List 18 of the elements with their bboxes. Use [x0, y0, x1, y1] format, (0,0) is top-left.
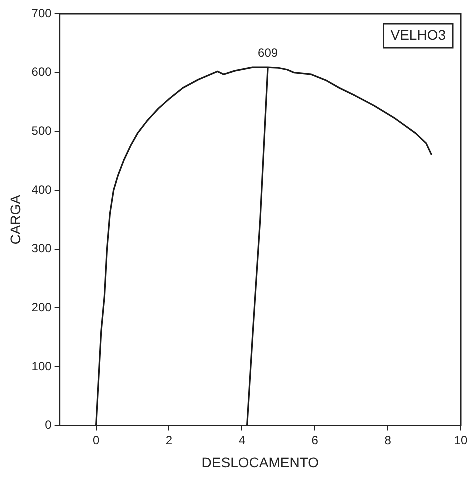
y-tick-label: 600 — [32, 65, 52, 80]
x-axis-title: DESLOCAMENTO — [202, 454, 320, 470]
x-tick-label: 4 — [238, 433, 246, 448]
x-tick-label: 10 — [454, 433, 468, 448]
y-tick-label: 0 — [45, 418, 52, 432]
x-tick-label: 2 — [166, 433, 173, 448]
y-tick-label: 100 — [32, 359, 52, 374]
y-tick-label: 400 — [32, 182, 52, 197]
y-tick-label: 200 — [32, 300, 52, 314]
x-tick-label: 6 — [312, 433, 319, 448]
y-tick-label: 300 — [32, 242, 52, 256]
y-tick-label: 500 — [32, 124, 52, 138]
y-axis-title: CARGA — [7, 194, 24, 245]
annotation: VELHO3 — [390, 26, 446, 43]
y-tick-label: 700 — [32, 6, 52, 20]
annotation: 609 — [258, 46, 278, 60]
x-tick-label: 0 — [92, 433, 100, 448]
x-tick-label: 8 — [384, 433, 392, 448]
